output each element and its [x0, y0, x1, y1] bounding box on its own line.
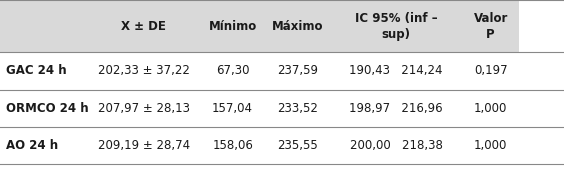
Bar	[330, 0, 462, 52]
Text: AO 24 h: AO 24 h	[6, 139, 58, 152]
Bar	[87, 0, 200, 52]
Text: 67,30: 67,30	[216, 64, 249, 77]
Bar	[330, 90, 462, 127]
Bar	[200, 52, 265, 90]
Text: 237,59: 237,59	[277, 64, 318, 77]
Bar	[265, 90, 330, 127]
Bar	[462, 0, 519, 52]
Text: 190,43   214,24: 190,43 214,24	[350, 64, 443, 77]
Bar	[265, 52, 330, 90]
Text: 207,97 ± 28,13: 207,97 ± 28,13	[98, 102, 190, 115]
Bar	[200, 90, 265, 127]
Bar	[330, 52, 462, 90]
Bar	[0, 52, 87, 90]
Bar	[330, 127, 462, 164]
Bar	[87, 127, 200, 164]
Bar	[462, 127, 519, 164]
Text: 209,19 ± 28,74: 209,19 ± 28,74	[98, 139, 190, 152]
Text: X ± DE: X ± DE	[121, 20, 166, 33]
Text: 233,52: 233,52	[277, 102, 318, 115]
Text: 202,33 ± 37,22: 202,33 ± 37,22	[98, 64, 190, 77]
Bar	[87, 52, 200, 90]
Text: Mínimo: Mínimo	[209, 20, 257, 33]
Bar	[200, 0, 265, 52]
Text: 158,06: 158,06	[212, 139, 253, 152]
Text: 1,000: 1,000	[474, 139, 508, 152]
Text: 200,00   218,38: 200,00 218,38	[350, 139, 443, 152]
Bar	[265, 127, 330, 164]
Bar	[0, 127, 87, 164]
Text: ORMCO 24 h: ORMCO 24 h	[6, 102, 88, 115]
Text: GAC 24 h: GAC 24 h	[6, 64, 66, 77]
Text: IC 95% (inf –
sup): IC 95% (inf – sup)	[355, 12, 438, 41]
Bar	[87, 90, 200, 127]
Bar	[462, 90, 519, 127]
Text: 198,97   216,96: 198,97 216,96	[349, 102, 443, 115]
Bar	[0, 90, 87, 127]
Bar	[0, 0, 87, 52]
Text: 0,197: 0,197	[474, 64, 508, 77]
Text: 235,55: 235,55	[277, 139, 318, 152]
Bar	[200, 127, 265, 164]
Text: Máximo: Máximo	[272, 20, 323, 33]
Bar	[462, 52, 519, 90]
Bar	[265, 0, 330, 52]
Text: 157,04: 157,04	[212, 102, 253, 115]
Text: Valor
P: Valor P	[474, 12, 508, 41]
Text: 1,000: 1,000	[474, 102, 508, 115]
